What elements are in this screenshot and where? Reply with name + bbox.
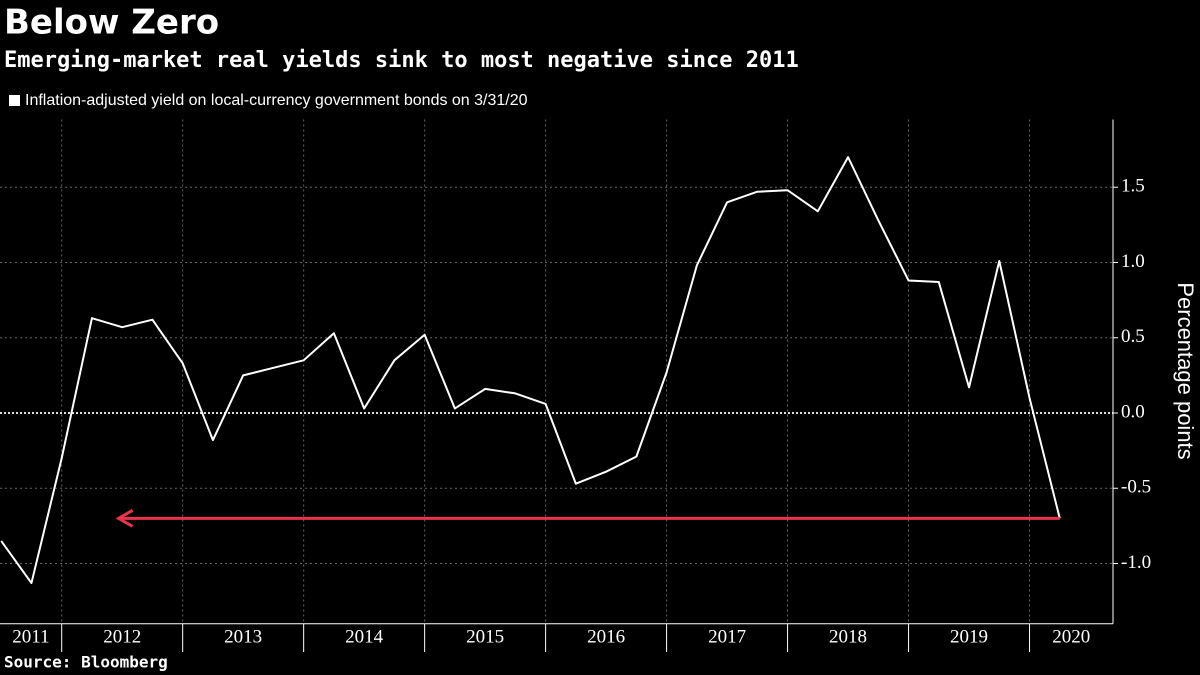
x-tick-label: 2015 [466,626,504,647]
x-tick-label: 2013 [224,626,262,647]
y-tick-label: -0.5 [1121,477,1151,498]
series-line [0,156,1061,585]
chart-subtitle: Emerging-market real yields sink to most… [4,48,799,73]
x-tick-label: 2019 [950,626,988,647]
y-tick-label: 0.0 [1121,401,1145,422]
legend-swatch [9,95,20,106]
y-tick-label: 1.0 [1121,251,1145,272]
x-tick-label: 2018 [829,626,867,647]
annotation-arrowhead [115,509,134,528]
legend-label: Inflation-adjusted yield on local-curren… [25,92,528,109]
x-tick-label: 2014 [345,626,384,647]
x-tick-label: 2012 [103,626,141,647]
chart-title: Below Zero [4,3,219,43]
x-tick-label: 2020 [1052,626,1090,647]
y-axis-label: Percentage points [1173,282,1198,459]
y-tick-label: 0.5 [1121,326,1145,347]
y-tick-label: -1.0 [1121,552,1151,573]
x-tick-label: 2016 [587,626,625,647]
x-tick-label: 2011 [12,626,49,647]
source: Source: Bloomberg [4,653,168,672]
y-tick-label: 1.5 [1121,176,1145,197]
x-tick-label: 2017 [708,626,746,647]
